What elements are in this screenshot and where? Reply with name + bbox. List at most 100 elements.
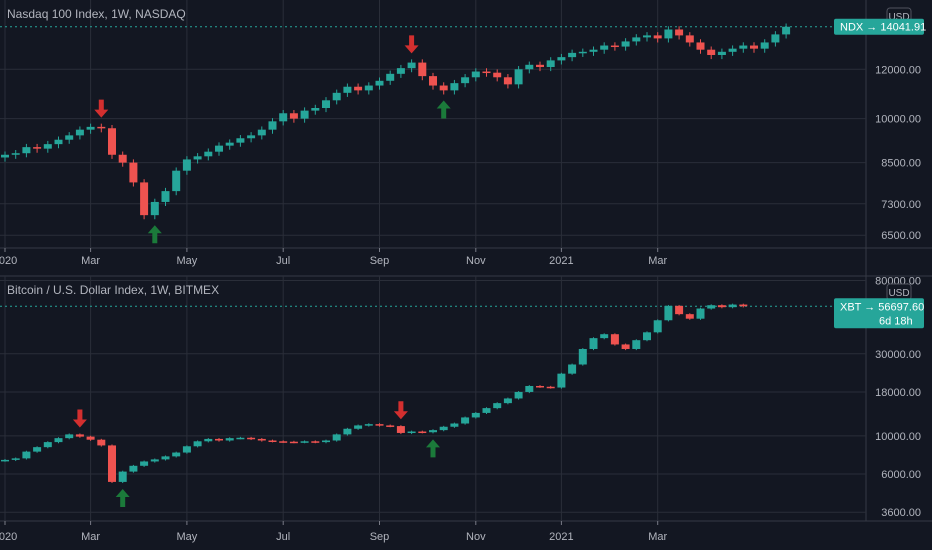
candle-body (396, 426, 405, 433)
candle-body (215, 145, 223, 152)
candle-body (514, 391, 523, 399)
candle-body (685, 314, 694, 319)
candle-body (33, 147, 42, 149)
candle-body (354, 425, 363, 429)
candle-body (717, 305, 726, 308)
candle-body (343, 86, 352, 93)
candle-body (354, 86, 363, 91)
candle-body (717, 51, 726, 55)
candle-body (546, 60, 555, 68)
candle-body (332, 92, 341, 101)
candle-body (407, 62, 416, 69)
candle-body (429, 76, 437, 86)
candle-body (108, 445, 116, 482)
candle-body (279, 113, 288, 122)
candle-body (204, 438, 213, 442)
currency-button-label[interactable]: USD (888, 12, 909, 23)
candle-body (86, 126, 95, 130)
candle-body (503, 77, 512, 85)
candle-body (461, 417, 470, 424)
candle-body (22, 147, 31, 154)
candle-body (675, 29, 684, 36)
buy-signal-arrow-icon (147, 225, 162, 244)
candle-body (632, 340, 641, 349)
candle-body (386, 73, 395, 81)
candle-body (578, 348, 587, 365)
candle-body (707, 49, 716, 55)
candle-body (225, 438, 234, 441)
candle-body (204, 151, 213, 157)
candle-body (600, 334, 609, 339)
candle-body (482, 408, 491, 413)
candle-body (289, 441, 298, 444)
candle-body (439, 426, 448, 431)
candle-body (450, 83, 459, 91)
time-tick-label: May (177, 531, 198, 543)
candle-body (247, 135, 256, 139)
sell-signal-arrow-icon (393, 401, 408, 420)
candle-body (322, 440, 330, 443)
candle-body (664, 29, 673, 39)
candle-body (396, 68, 405, 74)
time-tick-label: Jul (276, 531, 290, 543)
candle-body (407, 431, 416, 434)
candle-body (450, 423, 459, 427)
buy-signal-arrow-icon (426, 439, 440, 458)
candle-body (322, 100, 330, 109)
time-tick-label: 2020 (0, 255, 17, 267)
candle-body (75, 129, 84, 136)
price-tick-label: 7300.00 (881, 199, 921, 211)
price-tick-label: 6500.00 (881, 230, 921, 242)
candle-body (493, 403, 502, 409)
buy-signal-arrow-icon (115, 489, 130, 508)
candle-body (685, 35, 694, 43)
candle-body (536, 385, 544, 388)
candle-body (129, 162, 138, 183)
candle-body (54, 139, 63, 145)
candle-body (161, 456, 170, 460)
time-tick-label: 2020 (0, 531, 17, 543)
candle-body (236, 437, 245, 440)
series-title: Nasdaq 100 Index, 1W, NASDAQ (7, 7, 186, 21)
candle-body (150, 201, 159, 216)
candle-body (193, 441, 202, 447)
candle-body (22, 451, 31, 459)
time-tick-label: Sep (370, 255, 390, 267)
price-tick-label: 12000.00 (875, 64, 921, 76)
candle-body (471, 71, 480, 78)
candle-body (300, 441, 309, 443)
price-tick-label: 80000.00 (875, 276, 921, 288)
candle-body (589, 338, 598, 349)
candle-body (771, 34, 780, 43)
price-tag-text: XBT → 56697.60 (840, 301, 924, 313)
time-tick-label: Mar (81, 255, 100, 267)
candle-body (268, 440, 277, 442)
candle-body (247, 437, 256, 440)
time-tick-label: Nov (466, 531, 486, 543)
candle-body (557, 57, 566, 61)
candle-body (43, 442, 52, 448)
candle-body (43, 144, 52, 149)
candle-body (503, 398, 512, 404)
currency-button-label[interactable]: USD (888, 288, 909, 299)
time-tick-label: Mar (648, 531, 667, 543)
candle-body (386, 425, 395, 427)
candle-body (150, 459, 159, 462)
candle-body (760, 42, 769, 49)
candle-body (65, 135, 74, 140)
candle-body (257, 129, 266, 136)
candle-body (172, 452, 181, 457)
time-tick-label: Mar (648, 255, 667, 267)
candle-body (193, 156, 202, 160)
price-tick-label: 18000.00 (875, 387, 921, 399)
candle-body (610, 45, 619, 48)
price-tag (834, 298, 924, 329)
candle-body (739, 304, 748, 307)
candle-body (1, 459, 9, 462)
candle-body (653, 35, 662, 39)
candle-body (182, 446, 191, 453)
buy-signal-arrow-icon (436, 100, 451, 119)
time-tick-label: Nov (466, 255, 486, 267)
candle-body (97, 439, 106, 446)
